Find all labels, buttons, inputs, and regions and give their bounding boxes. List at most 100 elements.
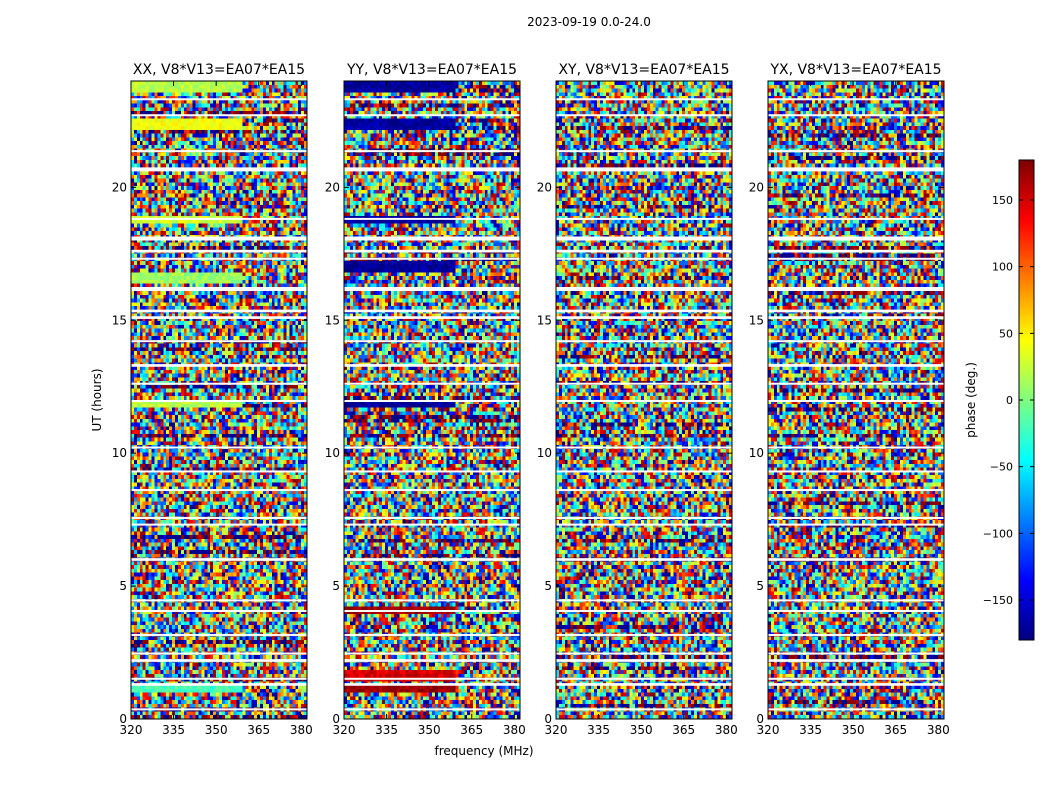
data-gap <box>768 114 944 117</box>
data-gap <box>131 114 307 117</box>
data-gap <box>344 340 520 343</box>
colorbar: −150 −100 −50 0 50 100 150 phase (deg.) <box>964 159 1035 641</box>
data-gap <box>131 236 307 241</box>
panel-title: XY, V8*V13=EA07*EA15 <box>558 62 729 78</box>
data-gap <box>131 652 307 655</box>
data-gap <box>344 249 520 253</box>
y-tick-label: 0 <box>756 712 764 726</box>
x-tick-label: 380 <box>290 723 313 737</box>
panel-title: YX, V8*V13=EA07*EA15 <box>769 62 941 78</box>
x-tick-label: 320 <box>333 723 356 737</box>
data-gap <box>768 257 944 260</box>
data-gap <box>131 446 307 449</box>
panels: XX, V8*V13=EA07*EA15 320 335 350 365 380 0 5 10 1… <box>112 62 950 737</box>
x-tick-label: 365 <box>672 723 695 737</box>
x-tick-label: 335 <box>587 723 610 737</box>
data-gap <box>131 287 307 292</box>
data-gap <box>556 364 732 367</box>
y-tick-label: 20 <box>112 180 127 194</box>
data-gap <box>344 150 520 153</box>
colorbar-tick-label: 100 <box>992 261 1013 274</box>
data-gap <box>556 633 732 636</box>
y-tick-label: 15 <box>749 313 764 327</box>
data-gap <box>768 309 944 313</box>
data-gap <box>556 382 732 385</box>
x-tick-label: 380 <box>503 723 526 737</box>
data-gap <box>768 683 944 686</box>
data-gap <box>768 340 944 343</box>
y-tick-label: 10 <box>112 446 127 460</box>
x-tick-label: 335 <box>799 723 822 737</box>
x-tick-label: 380 <box>927 723 950 737</box>
data-gap <box>131 316 307 319</box>
data-gap <box>131 98 307 101</box>
y-tick-label: 0 <box>544 712 552 726</box>
plot-frame <box>343 80 521 720</box>
data-gap <box>556 150 732 153</box>
data-gap <box>344 652 520 655</box>
data-gap <box>131 516 307 519</box>
colorbar-label: phase (deg.) <box>964 362 978 438</box>
x-axis-label: frequency (MHz) <box>434 744 533 758</box>
data-gap <box>344 217 520 220</box>
data-gap <box>344 523 520 526</box>
data-gap <box>131 659 307 662</box>
data-gap <box>556 708 732 711</box>
y-axis-label: UT (hours) <box>90 368 104 431</box>
data-gap <box>131 708 307 711</box>
data-gap <box>556 114 732 117</box>
y-tick-label: 5 <box>332 579 340 593</box>
data-gap <box>768 249 944 253</box>
data-gap <box>768 167 944 172</box>
data-gap <box>131 610 307 613</box>
data-gap <box>556 599 732 602</box>
data-gap <box>768 708 944 711</box>
colorbar-tick-label: −50 <box>990 461 1013 474</box>
data-gap <box>556 523 732 526</box>
data-gap <box>344 599 520 602</box>
data-gap <box>344 364 520 367</box>
data-gap <box>131 489 307 492</box>
panel-xy: XY, V8*V13=EA07*EA15 320 335 350 365 380 0 5 10 1… <box>537 62 738 737</box>
y-tick-label: 0 <box>332 712 340 726</box>
data-gap <box>556 652 732 655</box>
data-gap <box>556 217 732 220</box>
data-gap <box>344 382 520 385</box>
data-gap <box>556 287 732 292</box>
y-tick-label: 10 <box>749 446 764 460</box>
data-gap <box>768 677 944 680</box>
data-gap <box>344 683 520 686</box>
data-gap <box>344 446 520 449</box>
data-gap <box>344 167 520 172</box>
data-gap <box>556 558 732 561</box>
data-gap <box>131 400 307 402</box>
data-gap <box>768 316 944 319</box>
data-gap <box>556 470 732 473</box>
data-gap <box>556 98 732 101</box>
data-gap <box>131 558 307 561</box>
y-tick-label: 10 <box>537 446 552 460</box>
y-tick-label: 5 <box>756 579 764 593</box>
data-gap <box>768 150 944 153</box>
plot-frame <box>555 80 733 720</box>
panel-yx: YX, V8*V13=EA07*EA15 320 335 350 365 380 0 5 10 1… <box>749 62 950 737</box>
data-gap <box>344 236 520 241</box>
x-tick-label: 365 <box>247 723 270 737</box>
data-gap <box>131 217 307 220</box>
data-gap <box>556 683 732 686</box>
data-gap <box>556 516 732 519</box>
data-gap <box>131 340 307 343</box>
data-gap <box>768 236 944 241</box>
x-tick-label: 350 <box>630 723 653 737</box>
y-tick-label: 15 <box>325 313 340 327</box>
data-gap <box>768 659 944 662</box>
data-gap <box>556 309 732 313</box>
plot-frame <box>767 80 945 720</box>
data-gap <box>344 633 520 636</box>
data-gap <box>556 167 732 172</box>
data-gap <box>131 309 307 313</box>
y-tick-label: 20 <box>325 180 340 194</box>
data-gap <box>768 599 944 602</box>
data-gap <box>556 257 732 260</box>
